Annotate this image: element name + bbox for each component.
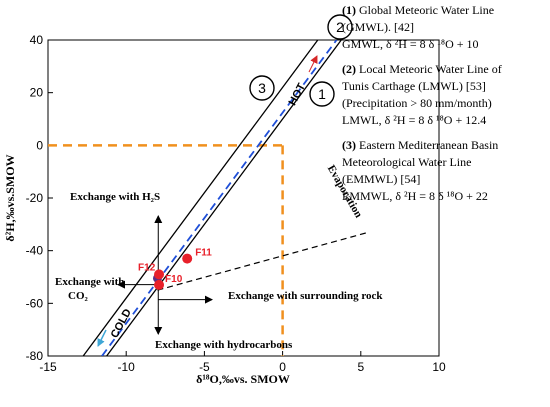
- line-emmwl: [82, 40, 319, 356]
- line-marker-circle: [327, 14, 353, 40]
- label-exchange-h2s: Exchange with H₂S: [70, 191, 160, 203]
- line-gmwl: [106, 40, 342, 356]
- legend-entry-line: LMWL, δ ²H = 8 δ ¹⁸O + 12.4: [342, 113, 486, 127]
- legend-entry-line: Tunis Carthage (LMWL) [53]: [342, 79, 486, 93]
- y-tick-label: 20: [30, 86, 44, 100]
- hot-arrow: [308, 55, 318, 73]
- x-tick-label: 10: [432, 360, 446, 374]
- legend-entry-line: GMWL, δ ²H = 8 δ ¹⁸O + 10: [342, 37, 479, 51]
- line-marker-label: 1: [318, 86, 326, 102]
- sample-point: [154, 269, 165, 280]
- y-tick-label: -40: [26, 244, 44, 258]
- line-marker-label: 2: [336, 19, 344, 35]
- line-marker-circle: [249, 75, 275, 101]
- sample-point: [182, 253, 193, 264]
- line-marker-label: 3: [258, 80, 266, 96]
- y-axis-label: δ²H,‰vs.SMOW: [3, 154, 17, 241]
- legend-entry-title: (1) Global Meteoric Water Line: [342, 3, 494, 17]
- axes: -15 -10 -5 0 5 10 -80 -60 -40 -20 0 20 40: [26, 33, 446, 374]
- x-tick-label: -5: [199, 360, 210, 374]
- x-axis-label: δ¹⁸O,‰vs. SMOW: [196, 372, 290, 386]
- x-tick-label: 5: [357, 360, 364, 374]
- x-tick-label: -10: [118, 360, 136, 374]
- plot-area: [48, 40, 369, 356]
- legend-entry-line: EMMWL, δ ²H = 8 δ ¹⁸O + 22: [342, 189, 488, 203]
- sample-point: [154, 279, 165, 290]
- legend: (1) Global Meteoric Water Line (GMWL). [4…: [342, 3, 502, 203]
- x-tick-label: -15: [39, 360, 57, 374]
- y-tick-label: 40: [30, 33, 44, 47]
- legend-entry-line: (GMWL). [42]: [342, 20, 414, 34]
- label-exchange-rock: Exchange with surrounding rock: [228, 290, 383, 302]
- sample-point-label: F10: [165, 274, 183, 285]
- x-tick-label: 0: [279, 360, 286, 374]
- hot-label: HOT: [287, 81, 309, 107]
- evaporation-line: [157, 231, 369, 291]
- line-lmwl: [101, 40, 338, 356]
- legend-entry-line: (Precipitation > 80 mm/month): [342, 96, 492, 110]
- sample-point-label: F12: [138, 262, 156, 273]
- line-marker-circle: [309, 81, 335, 107]
- y-tick-label: 0: [36, 138, 43, 152]
- legend-entry-line: Meteorological Water Line: [342, 155, 471, 169]
- y-tick-label: -20: [26, 191, 44, 205]
- cold-arrow: [97, 329, 107, 347]
- label-exchange-hydrocarbons: Exchange with hydrocarbons: [155, 339, 293, 351]
- sample-point-label: F11: [195, 248, 212, 259]
- label-exchange-co2-1: Exchange with: [55, 276, 124, 288]
- label-exchange-co2-2: CO₂: [68, 290, 89, 302]
- legend-entry-line: (EMMWL) [54]: [342, 172, 420, 186]
- legend-entry-title: (2) Local Meteoric Water Line of: [342, 62, 502, 76]
- y-tick-label: -60: [26, 296, 44, 310]
- legend-entry-title: (3) Eastern Mediterranean Basin: [342, 138, 498, 152]
- y-tick-label: -80: [26, 349, 44, 363]
